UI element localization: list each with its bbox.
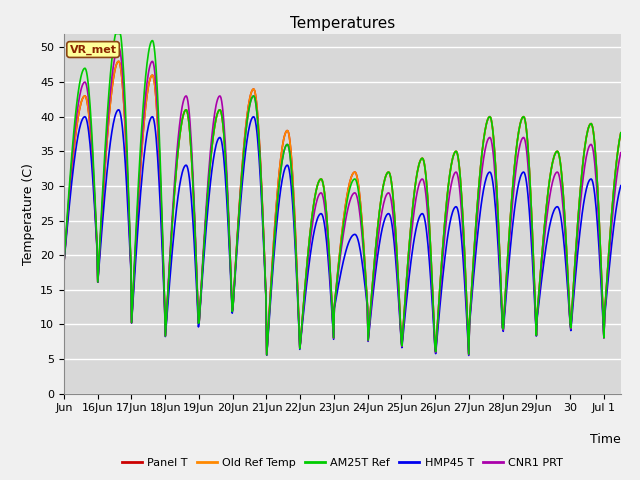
Text: Time: Time: [590, 433, 621, 446]
Y-axis label: Temperature (C): Temperature (C): [22, 163, 35, 264]
Text: VR_met: VR_met: [70, 44, 116, 55]
Title: Temperatures: Temperatures: [290, 16, 395, 31]
Legend: Panel T, Old Ref Temp, AM25T Ref, HMP45 T, CNR1 PRT: Panel T, Old Ref Temp, AM25T Ref, HMP45 …: [117, 453, 568, 472]
